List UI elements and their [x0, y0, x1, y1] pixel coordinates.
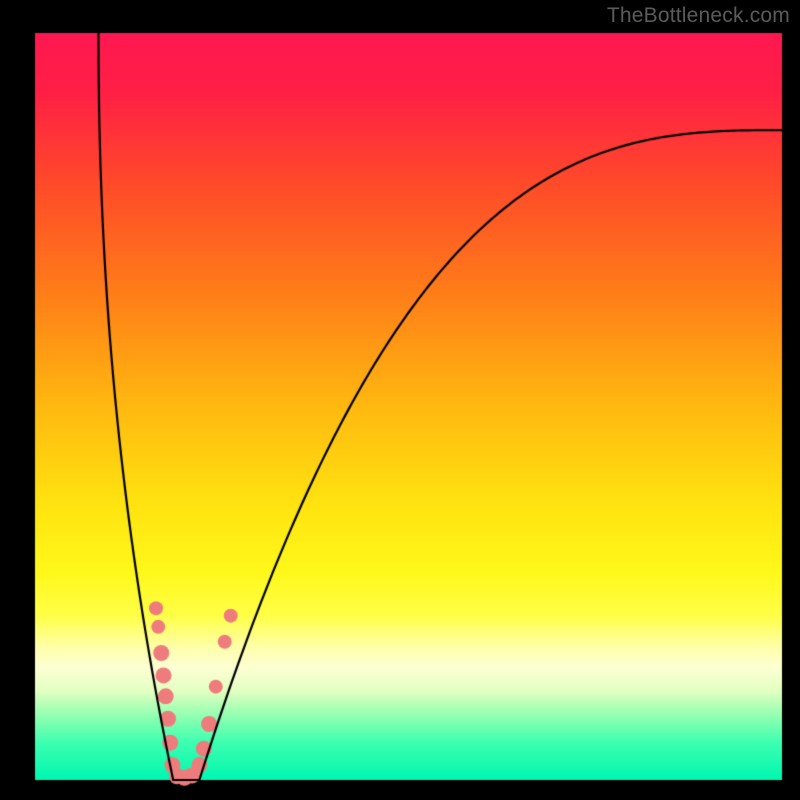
watermark-text: TheBottleneck.com — [607, 4, 790, 28]
chart-stage: TheBottleneck.com — [0, 0, 800, 800]
bottleneck-v-curve-chart — [0, 0, 800, 800]
